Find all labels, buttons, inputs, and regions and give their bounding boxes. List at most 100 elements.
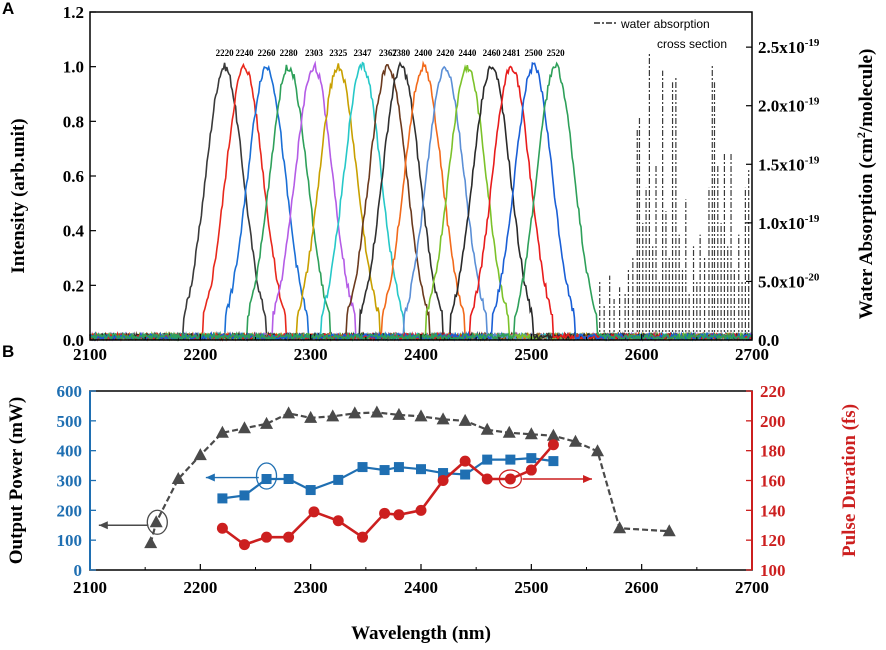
pulse-duration-point — [525, 464, 537, 476]
power-square-point — [217, 493, 228, 504]
power-square-point — [505, 454, 516, 465]
pulse-duration-point — [308, 506, 320, 518]
annotation-arrow-square-head — [205, 473, 215, 482]
y-tick-label: 0.4 — [63, 222, 85, 241]
peak-label-2325: 2325 — [329, 48, 348, 58]
power-triangle-point — [546, 428, 560, 441]
pulse-duration-point — [459, 455, 471, 467]
power-square-point — [393, 462, 404, 473]
power-triangle-point — [436, 412, 450, 425]
annotation-arrow-pulse-head — [583, 475, 593, 484]
peak-label-2303: 2303 — [305, 48, 324, 58]
y2-tick-label: 100 — [760, 561, 786, 580]
x-tick-label: 2500 — [514, 578, 548, 597]
y2-axis-title: Pulse Duration (fs) — [839, 404, 860, 557]
power-triangle-point — [149, 515, 163, 528]
power-square-point — [548, 456, 559, 467]
power-triangle-point — [237, 421, 251, 434]
peak-label-2460: 2460 — [483, 48, 502, 58]
pulse-duration-point — [393, 509, 405, 521]
y2-tick-label: 2.0x10-19 — [758, 96, 820, 116]
x-tick-label: 2500 — [514, 345, 548, 364]
power-triangle-point — [392, 407, 406, 420]
peak-label-2520: 2520 — [547, 48, 566, 58]
peak-label-2400: 2400 — [414, 48, 433, 58]
power-triangle-point — [524, 427, 538, 440]
peak-label-2420: 2420 — [436, 48, 455, 58]
power-triangle-point — [348, 406, 362, 419]
annotation-circle-pulse — [498, 469, 523, 489]
power-triangle-point — [193, 448, 207, 461]
peak-label-2240: 2240 — [235, 48, 254, 58]
pulse-duration-point — [357, 531, 369, 543]
y-tick-label: 1.0 — [63, 58, 84, 77]
pulse-duration-point — [261, 531, 273, 543]
pulse-duration-point — [216, 522, 228, 534]
y2-tick-label: 140 — [760, 501, 786, 520]
y-tick-label: 0.6 — [63, 167, 84, 186]
y-tick-label: 1.2 — [63, 3, 84, 22]
peak-label-2260: 2260 — [258, 48, 277, 58]
power-triangle-point — [171, 472, 185, 485]
x-tick-label: 2600 — [625, 578, 659, 597]
power-triangle-point — [215, 425, 229, 438]
y-tick-label: 0.2 — [63, 276, 84, 295]
x-tick-label: 2300 — [294, 578, 328, 597]
power-square-point — [460, 469, 471, 480]
y2-tick-label: 5.0x10-20 — [758, 271, 820, 291]
y-tick-label: 300 — [57, 472, 83, 491]
y-tick-label: 0.0 — [63, 331, 84, 350]
x-tick-label: 2200 — [183, 578, 217, 597]
panel-a-label: A — [2, 0, 14, 18]
y2-axis-title: Water Absorption (cm2/molecule) — [854, 49, 877, 320]
pulse-duration-point — [379, 507, 391, 519]
power-square-point — [305, 485, 316, 496]
power-triangle-point — [502, 425, 516, 438]
x-tick-label: 2100 — [73, 578, 107, 597]
power-triangle-point — [304, 410, 318, 423]
y-tick-label: 0 — [74, 561, 83, 580]
peak-label-2481: 2481 — [502, 48, 521, 58]
power-triangle-point — [144, 536, 158, 549]
power-square-point — [357, 462, 368, 473]
peak-label-2440: 2440 — [458, 48, 477, 58]
x-tick-label: 2700 — [735, 345, 769, 364]
y-tick-label: 0.8 — [63, 112, 84, 131]
pulse-duration-point — [283, 531, 295, 543]
y2-tick-label: 180 — [760, 442, 786, 461]
y-axis-title: Output Power (mW) — [6, 397, 27, 564]
peak-label-2500: 2500 — [525, 48, 544, 58]
y-tick-label: 400 — [57, 442, 83, 461]
pulse-duration-point — [547, 439, 559, 451]
y-tick-label: 500 — [57, 412, 83, 431]
peak-label-2347: 2347 — [354, 48, 373, 58]
power-square-point — [482, 454, 493, 465]
x-tick-label: 2400 — [404, 345, 438, 364]
y-tick-label: 600 — [57, 382, 83, 401]
panel-b-chart: 2100 2200 2300 2400 2500 2600 2700 0 100 200 300 40… — [6, 382, 860, 644]
y2-tick-label: 1.0x10-19 — [758, 213, 820, 233]
peak-label-2380: 2380 — [392, 48, 411, 58]
y2-tick-label: 220 — [760, 382, 786, 401]
annotation-circle-triangle — [146, 509, 168, 535]
power-triangle-point — [282, 406, 296, 419]
power-square-point — [283, 474, 294, 485]
x-tick-label: 2200 — [183, 345, 217, 364]
y2-tick-label: 1.5x10-19 — [758, 154, 820, 174]
peak-label-2280: 2280 — [280, 48, 299, 58]
legend-line1: water absorption — [620, 17, 710, 31]
power-triangle-point — [414, 409, 428, 422]
x-tick-label: 2100 — [73, 345, 107, 364]
x-tick-label: 2600 — [625, 345, 659, 364]
y2-tick-label: 2.5x10-19 — [758, 37, 820, 57]
annotation-arrow-triangle-head — [98, 521, 108, 530]
pulse-duration-point — [437, 475, 449, 486]
pulse-duration-point — [504, 473, 516, 485]
x-tick-label: 2300 — [294, 345, 328, 364]
power-triangle-point — [613, 521, 627, 534]
y2-tick-label: 200 — [760, 412, 786, 431]
power-triangle-point — [480, 422, 494, 435]
pulse-duration-point — [332, 515, 344, 527]
